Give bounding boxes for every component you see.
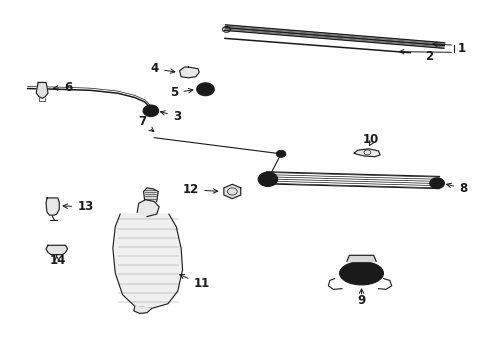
- Polygon shape: [179, 67, 199, 78]
- Text: 13: 13: [63, 201, 93, 213]
- Circle shape: [258, 172, 277, 186]
- Circle shape: [147, 108, 155, 114]
- Text: 8: 8: [446, 182, 467, 195]
- Circle shape: [429, 178, 444, 189]
- Circle shape: [196, 83, 214, 96]
- Text: 6: 6: [53, 81, 72, 94]
- Circle shape: [263, 176, 272, 183]
- Polygon shape: [137, 200, 159, 217]
- Circle shape: [433, 181, 440, 186]
- Text: 11: 11: [180, 274, 209, 291]
- Polygon shape: [353, 149, 379, 157]
- Polygon shape: [46, 198, 59, 215]
- Text: 5: 5: [170, 86, 192, 99]
- Text: 7: 7: [138, 115, 154, 131]
- Text: 12: 12: [183, 183, 217, 196]
- Text: 3: 3: [160, 110, 181, 123]
- Polygon shape: [113, 214, 182, 309]
- Ellipse shape: [347, 265, 374, 281]
- Ellipse shape: [339, 262, 383, 285]
- Text: 2: 2: [424, 50, 432, 63]
- Circle shape: [143, 105, 158, 117]
- Polygon shape: [346, 255, 375, 261]
- Circle shape: [276, 150, 285, 157]
- Polygon shape: [224, 184, 240, 199]
- Text: 9: 9: [357, 294, 365, 307]
- Polygon shape: [143, 188, 158, 202]
- Polygon shape: [134, 306, 152, 314]
- Text: 1: 1: [457, 41, 465, 54]
- Polygon shape: [46, 245, 67, 255]
- Text: 14: 14: [49, 254, 66, 267]
- Text: 4: 4: [151, 62, 175, 75]
- Text: 10: 10: [363, 133, 379, 146]
- Polygon shape: [36, 82, 48, 98]
